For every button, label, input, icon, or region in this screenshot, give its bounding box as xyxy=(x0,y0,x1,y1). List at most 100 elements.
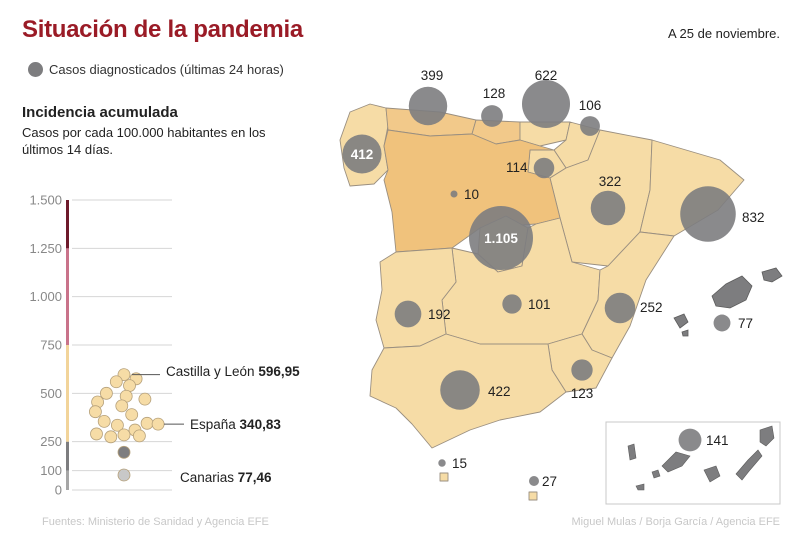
island-lanzarote xyxy=(759,425,775,447)
annotation-name: España xyxy=(190,417,240,432)
annotation-name: Canarias xyxy=(180,470,238,485)
bubble-galicia xyxy=(342,134,382,174)
incidence-point xyxy=(117,468,131,482)
island-fuerteventura xyxy=(735,449,763,481)
bubble-label-navarra: 106 xyxy=(579,98,602,113)
bubble-label-la-rioja: 114 xyxy=(506,160,528,175)
bubble-canarias xyxy=(678,428,702,452)
island-el-hierro xyxy=(635,483,645,491)
incidence-point xyxy=(104,430,118,444)
date-label: A 25 de noviembre. xyxy=(667,26,780,41)
annotation-label: Canarias 77,46 xyxy=(180,470,272,485)
bubble-ceuta xyxy=(438,459,446,467)
legend-label: Casos diagnosticados (últimas 24 horas) xyxy=(49,62,284,77)
bubble-castilla-y-leon xyxy=(450,190,458,198)
island-menorca xyxy=(761,267,783,283)
map-bubbles: 412 399 128 622 106 114 10 1.105 322 832 192 101 252… xyxy=(342,68,765,489)
y-tick-label: 500 xyxy=(40,386,62,401)
bubble-asturias xyxy=(408,86,448,126)
credit-note: Miguel Mulas / Borja García / Agencia EF… xyxy=(571,516,780,528)
bubble-label-castilla-la-mancha: 101 xyxy=(528,297,551,312)
bubble-madrid xyxy=(469,206,533,270)
region-melilla xyxy=(528,491,538,501)
y-tick-label: 1.250 xyxy=(29,241,62,256)
y-tick-label: 750 xyxy=(40,338,62,353)
bubble-aragon xyxy=(590,190,626,226)
incidence-point xyxy=(97,414,111,428)
bubble-cantabria xyxy=(481,105,503,127)
bubble-cataluna xyxy=(680,186,736,242)
incidence-point xyxy=(117,428,131,442)
annotation-name: Castilla y León xyxy=(166,364,258,379)
bubble-melilla xyxy=(528,475,540,487)
incidence-point xyxy=(90,427,103,441)
incidence-point xyxy=(138,392,152,406)
bubble-label-castilla-y-leon: 10 xyxy=(464,187,479,202)
bubble-label-asturias: 399 xyxy=(421,68,444,83)
island-gran-canaria xyxy=(703,465,721,483)
bubble-label-extremadura: 192 xyxy=(428,307,451,322)
incidence-point xyxy=(132,429,146,443)
bubble-murcia xyxy=(571,359,593,381)
bubble-label-comunidad-valenciana: 252 xyxy=(640,300,663,315)
bubble-label-galicia: 412 xyxy=(351,147,374,162)
island-la-palma xyxy=(627,443,637,461)
island-tenerife xyxy=(661,451,691,473)
source-note: Fuentes: Ministerio de Sanidad y Agencia… xyxy=(42,516,269,528)
island-la-gomera xyxy=(651,469,661,479)
bubble-comunidad-valenciana xyxy=(604,292,636,324)
bubble-label-murcia: 123 xyxy=(571,386,594,401)
incidence-point xyxy=(125,408,139,422)
scale-segment xyxy=(66,248,69,345)
island-ibiza xyxy=(673,313,689,329)
bubble-extremadura xyxy=(394,300,422,328)
annotation-label: Castilla y León 596,95 xyxy=(166,364,300,379)
annotation-label: España 340,83 xyxy=(190,417,281,432)
region-ceuta xyxy=(439,472,449,482)
bubble-baleares xyxy=(713,314,731,332)
balearic-islands xyxy=(673,267,783,337)
legend: Casos diagnosticados (últimas 24 horas) xyxy=(28,62,284,77)
legend-bubble-icon xyxy=(28,62,43,77)
y-tick-label: 250 xyxy=(40,434,62,449)
scale-segment xyxy=(66,200,69,249)
bubble-label-melilla: 27 xyxy=(542,474,557,489)
incidence-point xyxy=(111,418,124,432)
bubble-label-canarias: 141 xyxy=(706,433,729,448)
bubble-label-andalucia: 422 xyxy=(488,384,511,399)
incidence-point xyxy=(117,445,131,459)
incidence-point xyxy=(115,399,129,413)
island-mallorca xyxy=(711,275,753,309)
bubble-label-aragon: 322 xyxy=(599,174,622,189)
bubble-label-cantabria: 128 xyxy=(483,86,506,101)
y-tick-label: 1.000 xyxy=(29,289,62,304)
bubble-label-pais-vasco: 622 xyxy=(535,68,558,83)
incidence-point xyxy=(100,386,113,400)
incidence-subtitle: Casos por cada 100.000 habitantes en los… xyxy=(22,125,266,157)
incidence-point xyxy=(89,405,102,419)
y-tick-label: 0 xyxy=(55,483,62,498)
scale-segment xyxy=(66,345,69,442)
scale-segment xyxy=(66,470,69,490)
bubble-pais-vasco xyxy=(521,79,571,129)
bubble-label-ceuta: 15 xyxy=(452,456,467,471)
y-tick-label: 100 xyxy=(40,463,62,478)
bubble-label-cataluna: 832 xyxy=(742,210,765,225)
scale-segment xyxy=(66,441,69,471)
annotation-value: 596,95 xyxy=(258,364,300,379)
bubble-navarra xyxy=(580,116,600,136)
bubble-label-madrid: 1.105 xyxy=(484,231,518,246)
page-title: Situación de la pandemia xyxy=(22,16,303,43)
incidence-title: Incidencia acumulada xyxy=(22,104,178,121)
annotation-value: 77,46 xyxy=(238,470,272,485)
incidence-point xyxy=(109,375,123,389)
y-tick-label: 1.500 xyxy=(29,193,62,208)
region-extremadura xyxy=(375,247,457,349)
bubble-label-baleares: 77 xyxy=(738,316,753,331)
annotation-value: 340,83 xyxy=(240,417,282,432)
island-formentera xyxy=(681,329,689,337)
bubble-castilla-la-mancha xyxy=(502,294,522,314)
bubble-la-rioja xyxy=(533,157,555,179)
